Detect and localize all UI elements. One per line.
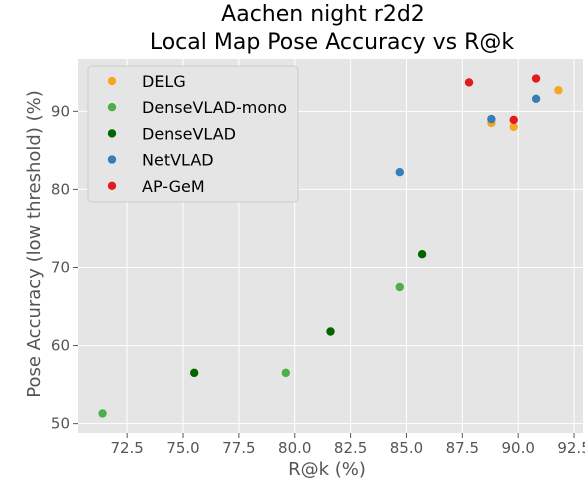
legend-items: DELG DenseVLAD-mono DenseVLAD NetVLAD AP-GeM [107, 72, 287, 196]
x-tick-label: 77.5 [222, 439, 255, 457]
y-tick-label: 80 [51, 180, 70, 198]
data-points [98, 74, 563, 418]
point-netvlad [487, 114, 496, 124]
legend-label-densevlad: DenseVLAD [142, 124, 236, 143]
legend-label-delg: DELG [142, 72, 186, 91]
legend-marker-ap-gem [107, 181, 117, 190]
legend-label-ap-gem: AP-GeM [142, 177, 205, 196]
axis-ticks: 72.5 75.0 77.5 80.0 82.5 85.0 87.5 90.0 92.5 50 60… [51, 102, 585, 457]
point-netvlad [395, 168, 404, 177]
y-tick-label: 90 [51, 102, 70, 120]
x-tick-label: 87.5 [446, 439, 479, 457]
legend: DELG DenseVLAD-mono DenseVLAD NetVLAD AP-GeM [87, 65, 299, 203]
point-densevlad [326, 327, 335, 336]
point-ap-gem [464, 78, 474, 87]
legend-marker-delg [107, 76, 117, 86]
legend-label-densevlad-mono: DenseVLAD-mono [142, 98, 287, 117]
y-tick-label: 50 [51, 415, 70, 433]
x-tick-label: 75.0 [166, 439, 199, 457]
y-tick-label: 70 [51, 258, 70, 276]
x-tick-label: 92.5 [557, 439, 585, 457]
x-axis-label: R@k (%) [288, 459, 366, 480]
x-tick-label: 72.5 [110, 439, 143, 457]
y-tick-label: 60 [51, 337, 70, 355]
point-delg [509, 122, 518, 132]
point-densevlad-mono [98, 409, 107, 418]
point-densevlad-mono [395, 282, 404, 292]
x-tick-label: 85.0 [390, 439, 423, 457]
point-delg [554, 86, 563, 95]
point-netvlad [531, 94, 541, 104]
point-ap-gem [509, 115, 518, 125]
point-densevlad [417, 249, 427, 259]
x-tick-label: 82.5 [334, 439, 367, 457]
point-ap-gem [531, 74, 541, 83]
legend-marker-densevlad-mono [107, 103, 117, 112]
legend-marker-densevlad [107, 129, 117, 138]
chart-title-line-2: Local Map Pose Accuracy vs R@k [150, 30, 515, 55]
y-axis-label: Pose Accuracy (low threshold) (%) [24, 90, 45, 397]
point-densevlad-mono [281, 368, 291, 378]
legend-label-netvlad: NetVLAD [142, 151, 214, 170]
point-densevlad [189, 368, 199, 378]
legend-marker-netvlad [107, 155, 117, 164]
legend-box [87, 65, 299, 203]
chart-title-line-1: Aachen night r2d2 [221, 2, 425, 27]
x-tick-label: 90.0 [501, 439, 534, 457]
x-tick-label: 80.0 [278, 439, 311, 457]
